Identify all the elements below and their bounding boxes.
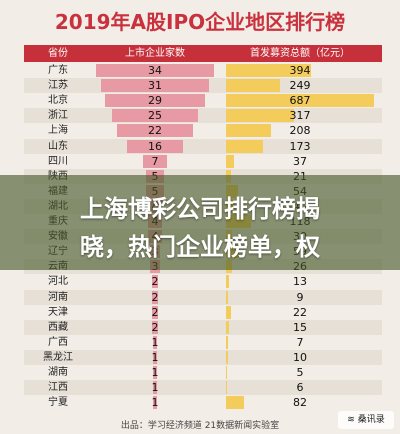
count-bar: [101, 79, 209, 93]
amount-bar: [226, 305, 231, 319]
table-row: [24, 380, 382, 396]
headline-line-1: 上海博彩公司排行榜揭: [80, 195, 320, 223]
count-bar: [96, 64, 214, 77]
header-company-count: 上市企业家数: [125, 48, 185, 59]
province-cell: 西藏: [48, 321, 68, 333]
table-row: [24, 289, 382, 305]
count-bar: [153, 335, 157, 349]
count-bar: [116, 124, 194, 138]
province-cell: 广东: [48, 65, 68, 76]
province-cell: 黑龙江: [43, 351, 73, 363]
province-cell: 湖南: [48, 367, 68, 378]
amount-bar: [226, 79, 280, 93]
count-value: 31: [148, 79, 162, 93]
count-bar: [151, 290, 159, 304]
amount-value: 5: [296, 366, 304, 379]
amount-value: 687: [289, 94, 311, 108]
count-bar: [151, 320, 159, 334]
count-bar: [111, 109, 199, 123]
table-row: [24, 319, 382, 335]
count-bar: [151, 275, 159, 289]
amount-value: 37: [293, 154, 307, 168]
amount-bar: [226, 290, 228, 304]
amount-bar: [226, 64, 311, 77]
amount-bar: [226, 124, 271, 138]
province-cell: 江西: [48, 382, 68, 394]
count-bar: [151, 305, 159, 319]
amount-value: 173: [289, 139, 311, 153]
count-value: 2: [151, 275, 159, 289]
province-cell: 山东: [48, 140, 68, 152]
amount-value: 22: [293, 305, 307, 319]
amount-bar: [226, 94, 374, 108]
count-bar: [104, 94, 206, 108]
amount-bar: [226, 366, 228, 379]
headline-line-2: 晓，热门企业榜单，权: [80, 233, 320, 261]
amount-value: 317: [289, 109, 311, 123]
count-value: 22: [148, 124, 162, 138]
amount-value: 249: [289, 79, 311, 93]
province-cell: 上海: [48, 125, 68, 137]
table-row: [24, 349, 382, 365]
count-value: 1: [151, 381, 159, 395]
amount-value: 9: [296, 290, 304, 304]
province-cell: 天津: [48, 306, 68, 318]
count-bar: [153, 350, 157, 364]
count-value: 34: [148, 64, 162, 77]
table-row: [24, 138, 382, 154]
count-value: 25: [148, 109, 162, 123]
amount-value: 15: [293, 320, 307, 334]
count-value: 7: [151, 154, 159, 168]
province-cell: 广西: [48, 336, 68, 348]
count-bar: [127, 139, 183, 153]
count-value: 2: [151, 305, 159, 319]
headline-overlay: 上海博彩公司排行榜揭 晓，热门企业榜单，权: [0, 175, 400, 270]
amount-value: 208: [289, 124, 311, 138]
province-cell: 宁夏: [48, 397, 68, 409]
amount-bar: [226, 275, 229, 289]
header-ipo-amount: 首发募资总额（亿元）: [250, 48, 350, 59]
table-header-background: [24, 45, 382, 62]
amount-bar: [226, 335, 228, 349]
count-bar: [142, 154, 168, 168]
amount-value: 10: [293, 350, 307, 364]
amount-value: 394: [289, 64, 311, 77]
count-value: 2: [151, 320, 159, 334]
amount-bar: [226, 381, 228, 395]
count-value: 1: [151, 335, 159, 349]
amount-bar: [226, 139, 264, 153]
amount-value: 13: [293, 275, 307, 289]
header-province: 省份: [48, 48, 68, 59]
province-cell: 河南: [48, 291, 68, 303]
count-value: 1: [151, 396, 159, 410]
amount-value: 7: [296, 335, 304, 349]
amount-bar: [226, 154, 234, 168]
publisher-logo: ≋ 桑讯录: [338, 411, 394, 429]
amount-bar: [226, 109, 295, 123]
province-cell: 浙江: [48, 110, 68, 122]
count-value: 1: [151, 350, 159, 364]
count-bar: [153, 381, 157, 395]
count-value: 1: [151, 366, 159, 379]
source-note: 出品：学习经济频道 21数据新闻实验室: [120, 421, 280, 431]
province-cell: 北京: [48, 95, 68, 107]
amount-bar: [226, 396, 244, 410]
amount-bar: [226, 350, 229, 364]
count-value: 16: [148, 139, 162, 153]
count-value: 2: [151, 290, 159, 304]
province-cell: 江苏: [48, 80, 68, 92]
chart-title: 2019年A股IPO企业地区排行榜: [54, 10, 346, 34]
amount-value: 82: [293, 396, 307, 410]
amount-bar: [226, 320, 230, 334]
amount-value: 6: [296, 381, 304, 395]
province-cell: 四川: [48, 155, 68, 167]
count-bar: [153, 396, 157, 410]
province-cell: 河北: [48, 276, 68, 288]
count-value: 29: [148, 94, 162, 108]
count-bar: [153, 366, 157, 379]
